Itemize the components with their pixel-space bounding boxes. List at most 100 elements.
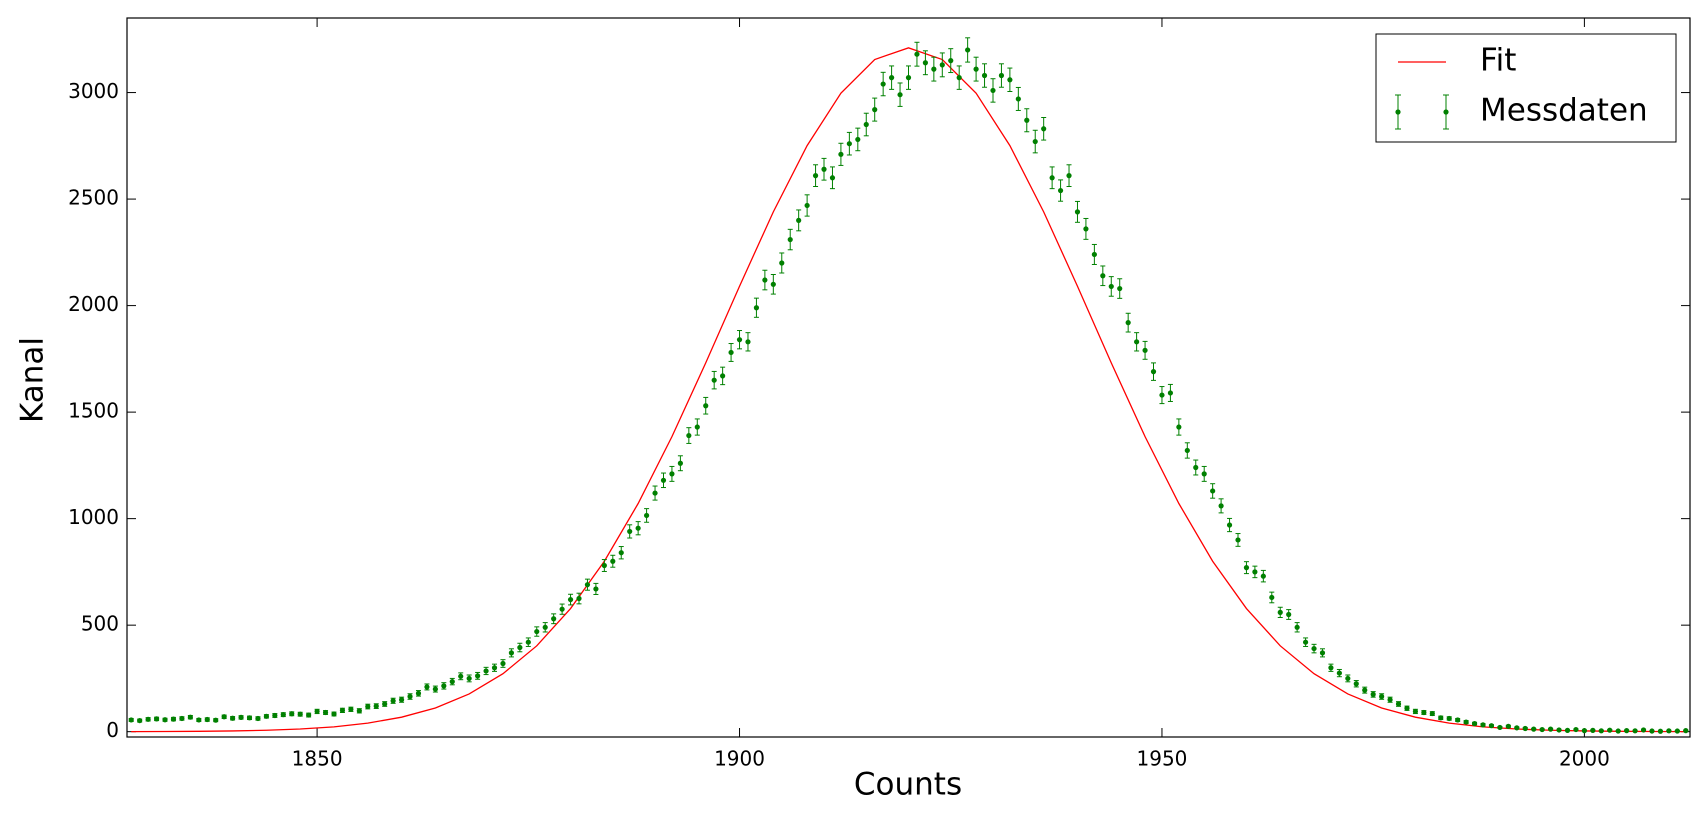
data-point (1362, 687, 1368, 693)
data-point (914, 51, 920, 57)
data-point (162, 717, 168, 723)
data-point (897, 92, 903, 98)
x-tick-label: 2000 (1559, 747, 1610, 771)
legend: Fit Messdaten (1375, 33, 1677, 143)
data-point (787, 236, 793, 243)
data-point (821, 166, 827, 172)
data-point (1134, 339, 1140, 345)
data-point (779, 260, 785, 266)
data-point (855, 136, 861, 143)
data-point (703, 403, 709, 409)
data-point (753, 305, 760, 311)
data-point (1159, 392, 1165, 398)
data-point (1032, 138, 1038, 145)
data-point (365, 703, 371, 710)
data-point (137, 717, 143, 724)
data-point (128, 717, 134, 723)
data-point (956, 75, 962, 81)
data-point (601, 562, 607, 569)
y-tick-label: 500 (81, 612, 119, 636)
data-point (170, 716, 177, 722)
data-point (407, 693, 413, 700)
data-point (441, 683, 447, 689)
data-point (880, 81, 886, 87)
data-point (475, 673, 481, 679)
data-point (1353, 681, 1359, 687)
data-point (1091, 251, 1097, 258)
data-point (1057, 187, 1064, 194)
data-point (1395, 701, 1402, 707)
data-point (221, 714, 227, 720)
data-point (1319, 650, 1326, 656)
data-point (889, 75, 895, 81)
data-point (153, 716, 160, 722)
data-point (1269, 594, 1275, 601)
data-point (1581, 728, 1587, 734)
data-point (576, 595, 582, 602)
data-point (1007, 77, 1013, 83)
data-point (990, 87, 996, 94)
data-point (1607, 727, 1613, 733)
data-point (1564, 727, 1571, 733)
data-point (1632, 728, 1638, 734)
data-point (1311, 645, 1317, 652)
data-point (804, 202, 810, 209)
y-axis-label: Kanal (15, 337, 51, 423)
data-point (1404, 705, 1410, 711)
legend-label: Fit (1480, 43, 1516, 79)
data-point (1488, 723, 1495, 729)
data-point (669, 471, 675, 477)
data-point (643, 512, 650, 519)
y-tick-label: 2500 (68, 186, 119, 210)
data-point (1547, 726, 1554, 732)
data-point (1624, 728, 1630, 734)
data-point (483, 668, 489, 674)
data-point (973, 66, 979, 72)
data-point (534, 628, 540, 635)
x-tick-label: 1850 (292, 747, 343, 771)
data-point (466, 675, 472, 682)
data-point (1176, 424, 1182, 430)
data-point (1277, 609, 1283, 615)
data-point (838, 151, 844, 157)
data-point (542, 624, 548, 630)
data-point (1497, 724, 1503, 731)
data-point (213, 717, 219, 723)
data-point (415, 690, 422, 696)
legend-box (1375, 33, 1677, 143)
data-point (348, 706, 354, 712)
data-point (1387, 697, 1393, 703)
data-point (1429, 710, 1435, 717)
data-point (1463, 719, 1469, 725)
data-point (829, 175, 836, 181)
data-point (398, 697, 405, 703)
data-point (1455, 717, 1461, 723)
data-point (1100, 273, 1106, 279)
data-point (339, 707, 346, 713)
data-point (812, 173, 819, 179)
data-point (584, 582, 591, 588)
plot-area (128, 37, 1689, 734)
data-point (1598, 728, 1604, 734)
data-point (1066, 173, 1072, 179)
y-tick-label: 2000 (68, 292, 119, 316)
data-point (373, 703, 379, 709)
data-point (922, 60, 928, 66)
data-point (246, 715, 253, 721)
data-point (449, 679, 455, 685)
data-point (424, 684, 430, 690)
data-point (1657, 728, 1664, 734)
data-point (1412, 708, 1419, 715)
data-point (863, 121, 869, 128)
data-point (770, 281, 776, 287)
data-point (1649, 728, 1655, 734)
data-point (1218, 503, 1224, 509)
data-point (1556, 727, 1562, 733)
data-point (500, 660, 506, 667)
data-point (686, 432, 692, 439)
data-point (1286, 611, 1292, 618)
data-point (610, 558, 616, 564)
data-point (1666, 728, 1672, 734)
x-axis-label: Counts (854, 767, 962, 803)
data-point (559, 606, 565, 612)
